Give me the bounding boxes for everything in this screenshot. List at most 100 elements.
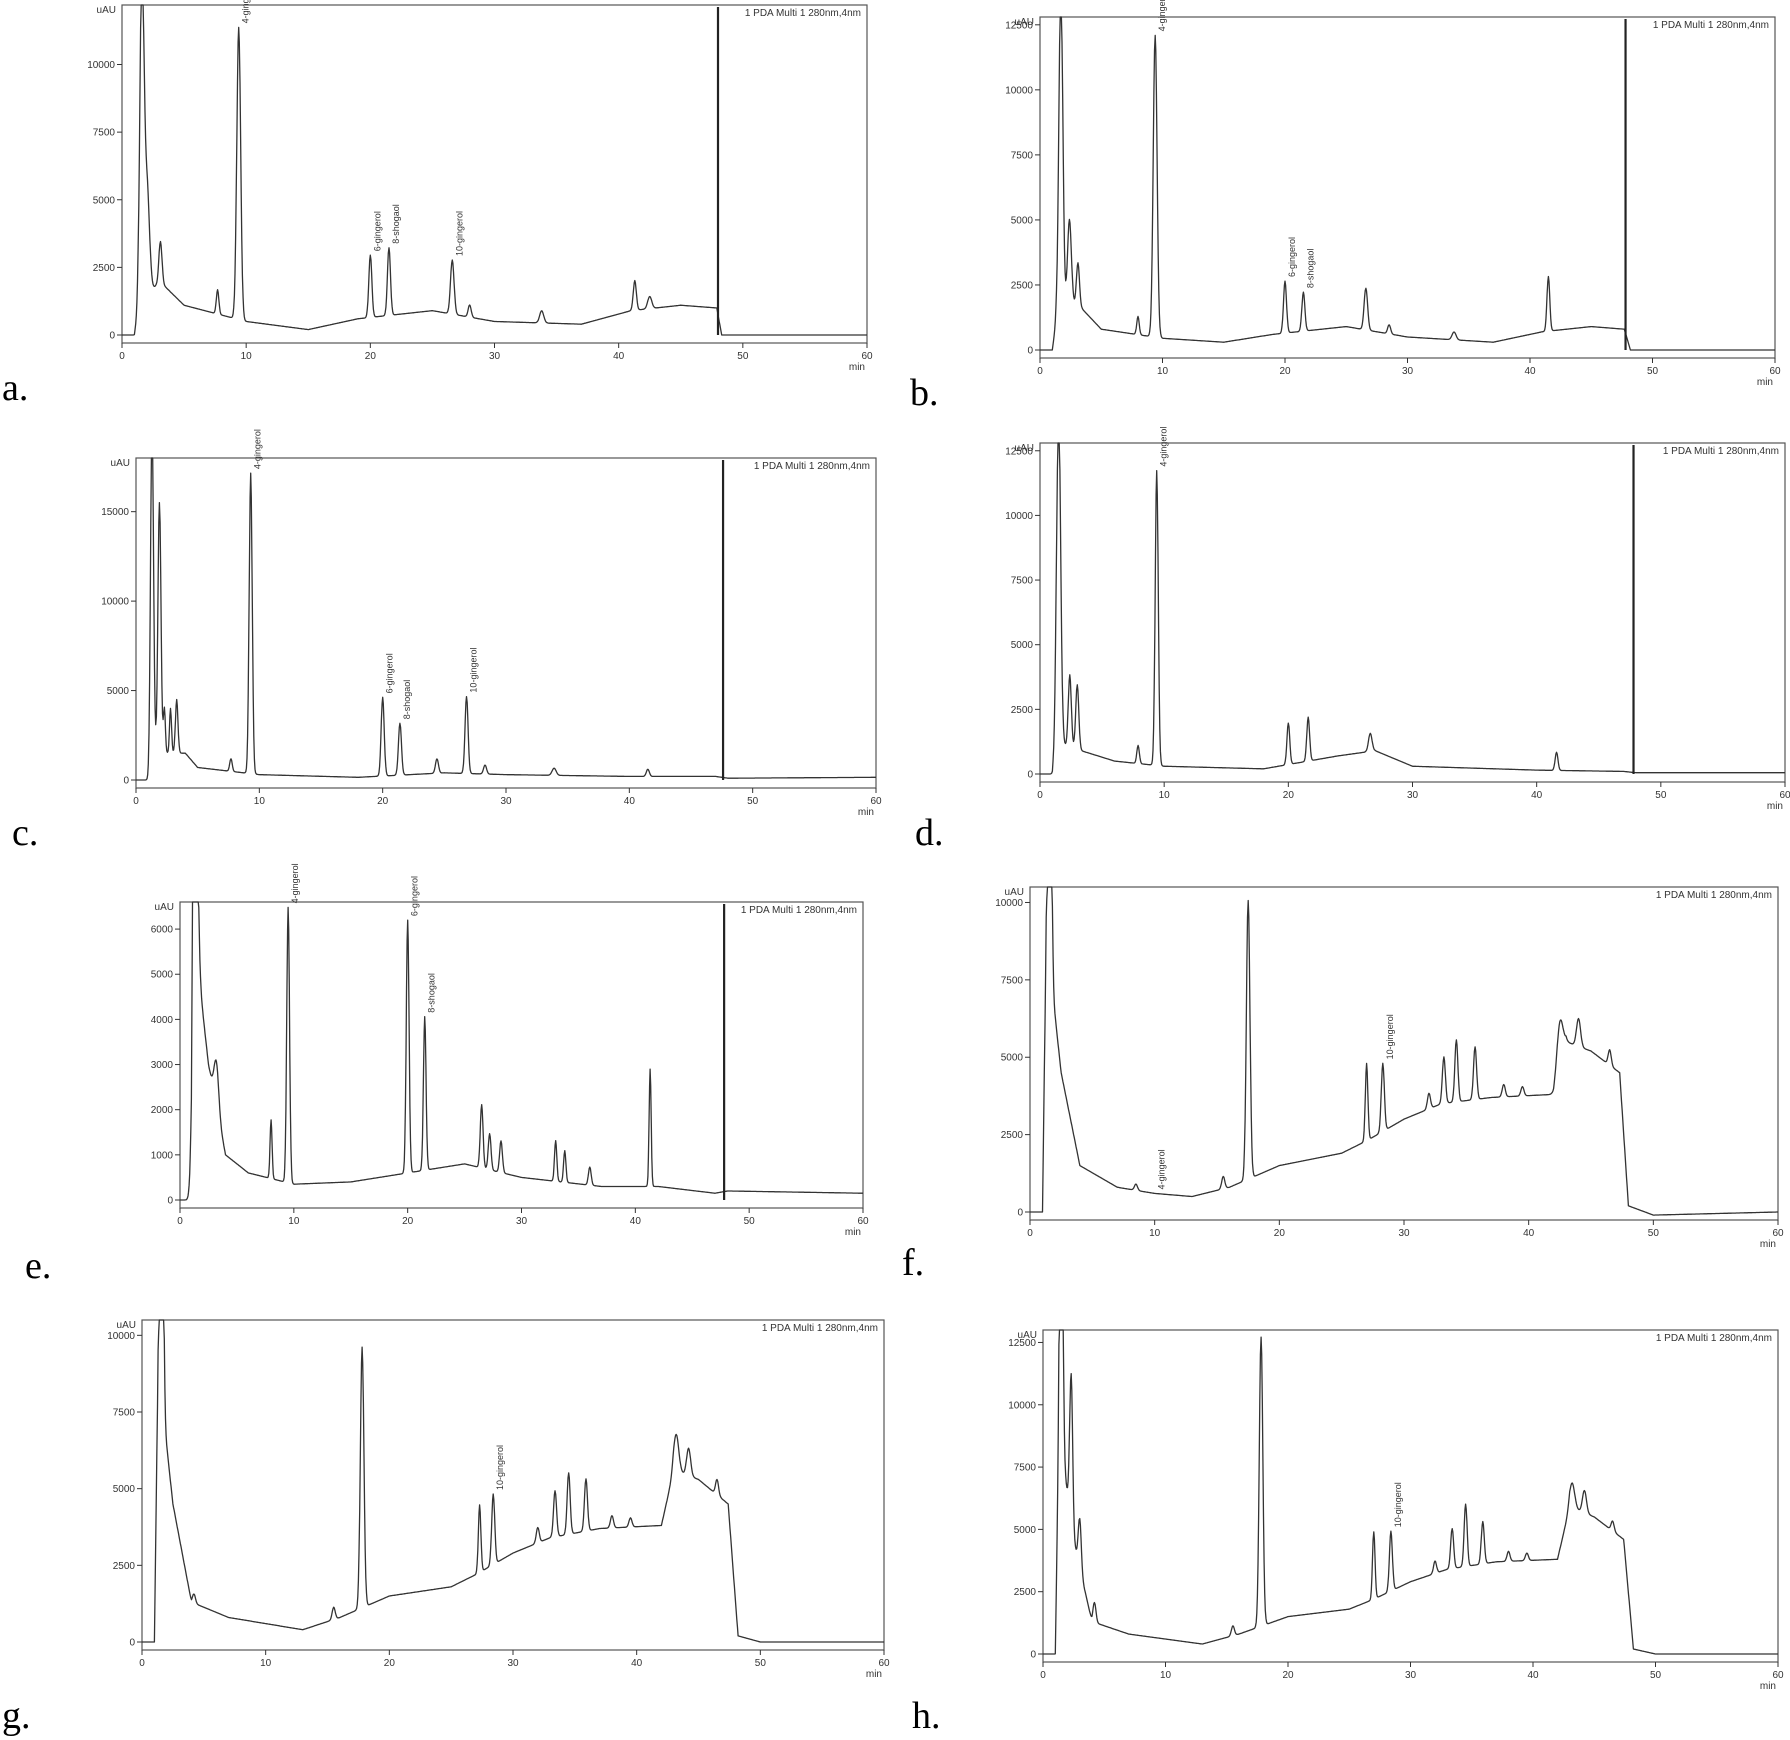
y-tick-label: 7500 xyxy=(1014,1463,1037,1474)
x-tick-label: 40 xyxy=(1531,790,1543,801)
y-tick-label: 2000 xyxy=(151,1105,174,1116)
legend-label: 1 PDA Multi 1 280nm,4nm xyxy=(762,1323,878,1334)
x-tick-label: 0 xyxy=(1027,1228,1033,1239)
x-tick-label: 60 xyxy=(1772,1670,1784,1681)
chromatogram-trace xyxy=(1039,442,1786,775)
x-tick-label: 40 xyxy=(1524,366,1536,377)
peak-label: 8-shogaol xyxy=(402,680,412,720)
y-axis-unit: uAU xyxy=(117,1320,136,1331)
x-tick-label: 0 xyxy=(133,796,139,807)
x-tick-label: 20 xyxy=(1283,790,1295,801)
legend-label: 1 PDA Multi 1 280nm,4nm xyxy=(745,8,861,19)
y-tick-label: 0 xyxy=(1017,1208,1023,1219)
peak-label: 10-gingerol xyxy=(454,211,464,256)
x-tick-label: 10 xyxy=(1149,1228,1161,1239)
x-tick-label: 0 xyxy=(119,351,125,362)
x-tick-label: 60 xyxy=(870,796,882,807)
chromatogram-trace xyxy=(1029,886,1779,1216)
plot-frame xyxy=(1039,16,1776,359)
x-tick-label: 50 xyxy=(747,796,759,807)
x-tick-label: 60 xyxy=(1779,790,1790,801)
y-tick-label: 0 xyxy=(129,1638,135,1649)
panel-letter: d. xyxy=(915,812,944,854)
panel-letter: h. xyxy=(912,1695,941,1737)
x-tick-label: 50 xyxy=(737,351,749,362)
peak-label: 4-gingerol xyxy=(1157,0,1167,31)
plot-frame xyxy=(141,1319,885,1651)
y-tick-label: 5000 xyxy=(151,970,174,981)
x-tick-label: 10 xyxy=(241,351,253,362)
x-axis-unit: min xyxy=(1760,1239,1776,1250)
peak-label: 4-gingerol xyxy=(290,863,300,903)
x-tick-label: 10 xyxy=(288,1216,300,1227)
y-tick-label: 2500 xyxy=(93,263,116,274)
y-tick-label: 12500 xyxy=(1005,20,1033,31)
x-tick-label: 20 xyxy=(377,796,389,807)
y-tick-label: 0 xyxy=(167,1196,173,1207)
chromatogram-panel: 1 PDA Multi 1 280nm,4nm uAU 0 2500 5000 7500 1… xyxy=(2,1319,890,1737)
y-tick-label: 5000 xyxy=(107,686,130,697)
panel-letter: e. xyxy=(25,1245,51,1287)
x-tick-label: 60 xyxy=(1769,366,1781,377)
chromatogram-panel: 1 PDA Multi 1 280nm,4nm uAU 0 2500 5000 7500 1… xyxy=(2,0,873,409)
x-tick-label: 20 xyxy=(1279,366,1291,377)
x-tick-label: 30 xyxy=(507,1658,519,1669)
chromatogram-panel: 1 PDA Multi 1 280nm,4nm uAU 0 1000 2000 3000 4… xyxy=(25,863,869,1287)
plot-frame xyxy=(1029,886,1779,1221)
peak-label: 10-gingerol xyxy=(1385,1014,1395,1059)
chromatogram-panel: 1 PDA Multi 1 280nm,4nm uAU 0 2500 5000 7500 1… xyxy=(912,1329,1784,1737)
x-axis-unit: min xyxy=(849,362,865,373)
peak-label: 10-gingerol xyxy=(469,648,479,693)
legend-label: 1 PDA Multi 1 280nm,4nm xyxy=(741,905,857,916)
x-tick-label: 60 xyxy=(857,1216,869,1227)
x-axis-unit: min xyxy=(1760,1681,1776,1692)
y-tick-label: 0 xyxy=(109,331,115,342)
peak-label: 10-gingerol xyxy=(1393,1482,1403,1527)
x-tick-label: 30 xyxy=(1407,790,1419,801)
peak-label: 4-gingerol xyxy=(253,429,263,469)
y-tick-label: 0 xyxy=(123,776,129,787)
panel-letter: b. xyxy=(910,372,939,414)
x-tick-label: 40 xyxy=(1527,1670,1539,1681)
x-tick-label: 60 xyxy=(878,1658,890,1669)
x-tick-label: 50 xyxy=(1655,790,1667,801)
y-tick-label: 3000 xyxy=(151,1060,174,1071)
y-tick-label: 4000 xyxy=(151,1015,174,1026)
y-tick-label: 5000 xyxy=(113,1484,136,1495)
y-tick-label: 5000 xyxy=(1014,1525,1037,1536)
y-axis-unit: uAU xyxy=(1015,443,1034,454)
y-tick-label: 2500 xyxy=(1001,1130,1024,1141)
y-tick-label: 7500 xyxy=(1011,576,1034,587)
x-tick-label: 0 xyxy=(139,1658,145,1669)
y-tick-label: 7500 xyxy=(93,128,116,139)
y-tick-label: 2500 xyxy=(1014,1587,1037,1598)
y-tick-label: 10000 xyxy=(1005,511,1033,522)
x-tick-label: 30 xyxy=(516,1216,528,1227)
y-axis-unit: uAU xyxy=(111,458,130,469)
chromatogram-trace xyxy=(179,901,864,1201)
panel-letter: c. xyxy=(12,812,38,854)
y-tick-label: 12500 xyxy=(1005,446,1033,457)
y-tick-label: 2500 xyxy=(1011,705,1034,716)
y-tick-label: 1000 xyxy=(151,1150,174,1161)
legend-label: 1 PDA Multi 1 280nm,4nm xyxy=(1663,446,1779,457)
y-tick-label: 0 xyxy=(1027,346,1033,357)
x-tick-label: 50 xyxy=(744,1216,756,1227)
plot-frame xyxy=(179,901,864,1209)
y-tick-label: 5000 xyxy=(1011,640,1034,651)
y-tick-label: 6000 xyxy=(151,925,174,936)
x-axis-unit: min xyxy=(858,807,874,818)
x-tick-label: 60 xyxy=(1772,1228,1784,1239)
x-tick-label: 40 xyxy=(624,796,636,807)
y-axis-unit: uAU xyxy=(1005,887,1024,898)
x-tick-label: 30 xyxy=(1405,1670,1417,1681)
plot-frame xyxy=(1042,1329,1779,1663)
peak-label: 8-shogaol xyxy=(391,204,401,244)
x-tick-label: 50 xyxy=(755,1658,767,1669)
chromatogram-trace xyxy=(1039,16,1776,351)
x-tick-label: 10 xyxy=(260,1658,272,1669)
x-tick-label: 30 xyxy=(1398,1228,1410,1239)
panel-letter: g. xyxy=(2,1695,31,1737)
x-tick-label: 50 xyxy=(1650,1670,1662,1681)
